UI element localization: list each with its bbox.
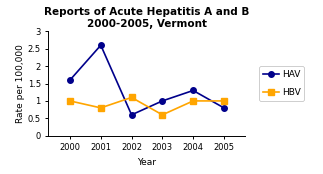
HBV (222, 100, 226, 102)
Line: HAV: HAV (67, 42, 227, 118)
HAV (161, 100, 164, 102)
HAV (68, 79, 72, 81)
HAV (222, 107, 226, 109)
HBV (130, 96, 133, 98)
HBV (161, 114, 164, 116)
HAV (191, 89, 195, 92)
Title: Reports of Acute Hepatitis A and B
2000-2005, Vermont: Reports of Acute Hepatitis A and B 2000-… (44, 7, 250, 29)
HBV (68, 100, 72, 102)
Line: HBV: HBV (67, 95, 227, 118)
HAV (130, 114, 133, 116)
HBV (191, 100, 195, 102)
Legend: HAV, HBV: HAV, HBV (259, 66, 304, 101)
Y-axis label: Rate per 100,000: Rate per 100,000 (16, 44, 25, 123)
HBV (99, 107, 103, 109)
HAV (99, 44, 103, 46)
X-axis label: Year: Year (138, 158, 156, 167)
